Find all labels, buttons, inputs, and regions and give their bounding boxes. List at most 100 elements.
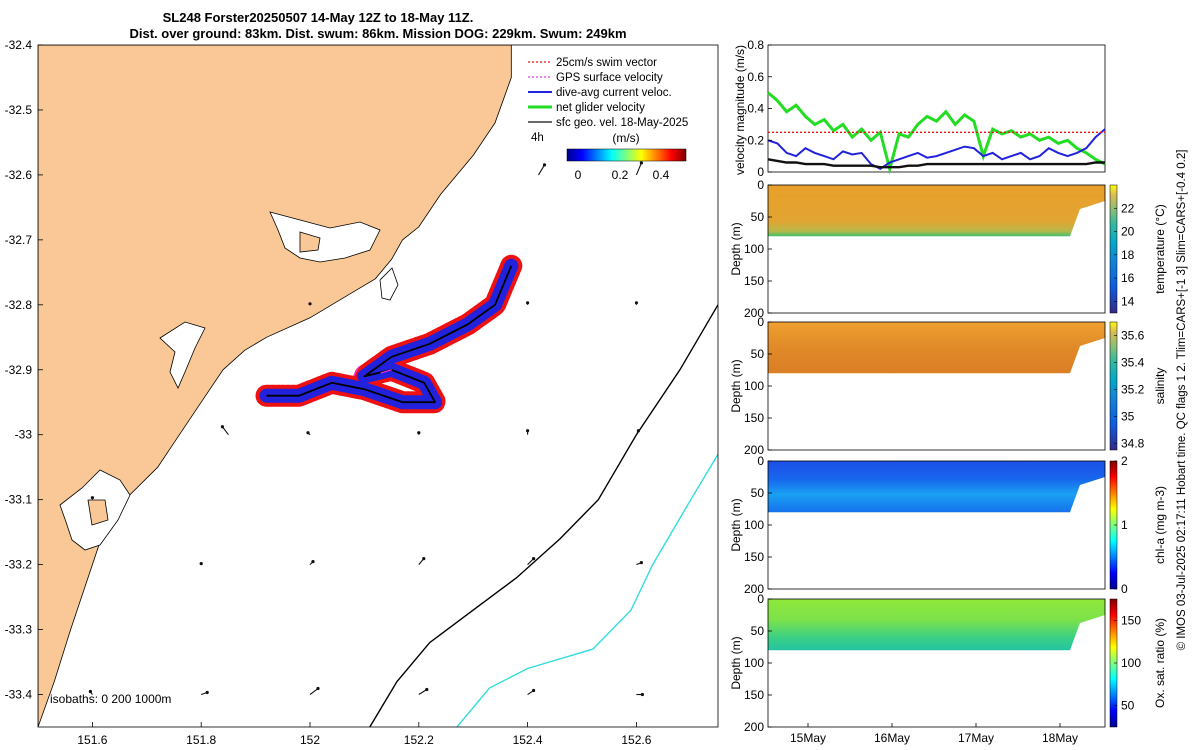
cbar-tick-02: 0.2 <box>612 168 629 182</box>
section-y-tick-label: 50 <box>751 624 765 638</box>
gps-velocity-arrow <box>352 366 360 377</box>
colorbar-label: Ox. sat. ratio (%) <box>1153 618 1167 708</box>
section-y-tick-label: 0 <box>757 592 764 606</box>
section-y-tick-label: 100 <box>744 518 764 532</box>
map-x-tick-label: 152.2 <box>404 733 434 747</box>
title-line-2: Dist. over ground: 83km. Dist. swum: 86k… <box>129 26 626 41</box>
isobath-1000m <box>456 453 718 727</box>
section-x-tick-label: 15May <box>790 731 826 745</box>
colorbar-tick-label: 14 <box>1121 294 1135 308</box>
colorbar-tick-label: 35.4 <box>1121 355 1145 369</box>
sfc-geo-arrow <box>635 162 642 176</box>
velocity-y-ticks: 0 0.2 0.4 0.6 0.8 <box>747 38 772 179</box>
isobath-label: isobaths: 0 200 1000m <box>50 692 171 706</box>
gps-velocity-arrow <box>380 369 392 374</box>
section-y-tick-label: 100 <box>744 656 764 670</box>
sfc-geo-arrow-head <box>640 692 645 697</box>
cbar-tick-0: 0 <box>575 168 582 182</box>
sfc-geo-velocity-arrows <box>88 161 645 697</box>
glider-path-line <box>266 265 513 404</box>
velocity-y-tick-label: 0 <box>757 165 764 179</box>
velocity-panel: 0 0.2 0.4 0.6 0.8 velocity magnitude (m/s) <box>733 38 1106 179</box>
sfc-geo-arrow <box>221 426 229 436</box>
colorbar-tick-label: 22 <box>1121 201 1135 215</box>
velocity-series-line <box>767 91 1106 175</box>
section-y-tick-label: 200 <box>744 443 764 457</box>
colorbar-tick-label: 35.6 <box>1121 328 1145 342</box>
colorbar-label: salinity <box>1153 368 1167 405</box>
colorbar-tick-label: 35.2 <box>1121 382 1145 396</box>
sfc-geo-arrow-head <box>308 302 312 306</box>
map-y-tick-label: -33.3 <box>5 623 33 637</box>
map-legend: 25cm/s swim vector GPS surface velocity … <box>528 57 688 182</box>
colorbar-tick-label: 50 <box>1121 699 1135 713</box>
sfc-geo-arrow <box>538 164 545 176</box>
section-panel: 0 50 100 150 200 Depth (m) 0 1 2 chl-a (mg m-3) <box>729 454 1167 596</box>
section-y-tick-label: 0 <box>757 315 764 329</box>
map-y-tick-label: -33.1 <box>5 493 33 507</box>
section-colorbar <box>1109 321 1118 451</box>
map-y-tick-label: -32.9 <box>5 363 33 377</box>
colorbar-tick-label: 20 <box>1121 225 1135 239</box>
map-x-tick-label: 151.8 <box>186 733 216 747</box>
map-y-ticks: -32.4 -32.5 -32.6 -32.7 -32.8 -32.9 -33 -33.1 -3… <box>5 38 43 702</box>
colorbar-tick-label: 100 <box>1121 656 1141 670</box>
legend-gps: GPS surface velocity <box>556 72 663 84</box>
sfc-geo-arrow-head <box>425 687 429 692</box>
velocity-series <box>767 91 1106 175</box>
legend-sfc: sfc geo. vel. 18-May-2025 <box>556 117 688 129</box>
sfc-geo-arrow-head <box>316 686 320 691</box>
cbar-tick-04: 0.4 <box>653 168 670 182</box>
section-colorbar <box>1109 184 1118 314</box>
section-ylabel: Depth (m) <box>729 359 743 412</box>
side-info: © IMOS 03-Jul-2025 02:17:11 Hobart time.… <box>1176 150 1188 651</box>
section-panel: 0 50 100 150 200 Depth (m) 34.8 35 35.2 35.4 35.6 s… <box>729 315 1167 457</box>
section-y-tick-label: 50 <box>751 347 765 361</box>
section-y-tick-label: 50 <box>751 486 765 500</box>
colorbar-tick-label: 2 <box>1121 454 1128 468</box>
map-y-tick-label: -32.7 <box>5 233 33 247</box>
sfc-geo-arrow-head <box>417 431 421 435</box>
velocity-y-tick-label: 0.2 <box>747 133 764 147</box>
sfc-geo-arrow-head <box>526 429 530 433</box>
velocity-axes <box>767 44 1106 173</box>
colorbar-tick-label: 35 <box>1121 409 1135 423</box>
sfc-geo-arrow-head <box>639 161 644 165</box>
velocity-series-line <box>767 158 1105 169</box>
coastal-lakes <box>59 211 399 551</box>
map-x-ticks: 151.6 151.8 152 152.2 152.4 152.6 <box>77 722 652 747</box>
section-y-tick-label: 100 <box>744 379 764 393</box>
section-y-tick-label: 150 <box>744 550 764 564</box>
sfc-geo-arrow <box>309 688 319 695</box>
colorbar-tick-label: 34.8 <box>1121 436 1145 450</box>
section-panel: 0 50 100 150 200 Depth (m) 14 16 18 20 22 temperatu… <box>729 178 1167 320</box>
colorbar-tick-label: 18 <box>1121 248 1135 262</box>
section-panel: 0 50 100 150 200 Depth (m) 50 100 150 Ox. sat. ra… <box>729 592 1167 745</box>
sfc-geo-arrow-head <box>639 561 644 565</box>
sfc-geo-arrow-head <box>532 688 536 693</box>
sfc-geo-arrow-head <box>634 301 639 305</box>
map-x-tick-label: 152 <box>300 733 320 747</box>
section-data-fill <box>768 461 1105 513</box>
sfc-geo-arrow-head <box>199 562 203 566</box>
colorbar-tick-label: 1 <box>1121 518 1128 532</box>
colorbar-label: temperature (°C) <box>1153 204 1167 294</box>
section-x-tick-label: 18May <box>1042 731 1078 745</box>
sfc-geo-arrow-head <box>526 301 530 305</box>
section-y-tick-label: 50 <box>751 210 765 224</box>
velocity-y-tick-label: 0.8 <box>747 38 764 52</box>
legend-net: net glider velocity <box>556 102 645 114</box>
map-x-tick-label: 151.6 <box>77 733 107 747</box>
section-ylabel: Depth (m) <box>729 636 743 689</box>
section-y-tick-label: 200 <box>744 720 764 734</box>
map-y-tick-label: -33.2 <box>5 558 33 572</box>
velocity-y-tick-label: 0.4 <box>747 102 764 116</box>
section-y-tick-label: 150 <box>744 688 764 702</box>
speed-colorbar <box>566 148 687 162</box>
colorbar-tick-label: 150 <box>1121 613 1141 627</box>
map-y-tick-label: -32.8 <box>5 298 33 312</box>
section-y-tick-label: 100 <box>744 242 764 256</box>
isobath-200m <box>369 304 718 727</box>
section-data-fill <box>768 185 1105 237</box>
